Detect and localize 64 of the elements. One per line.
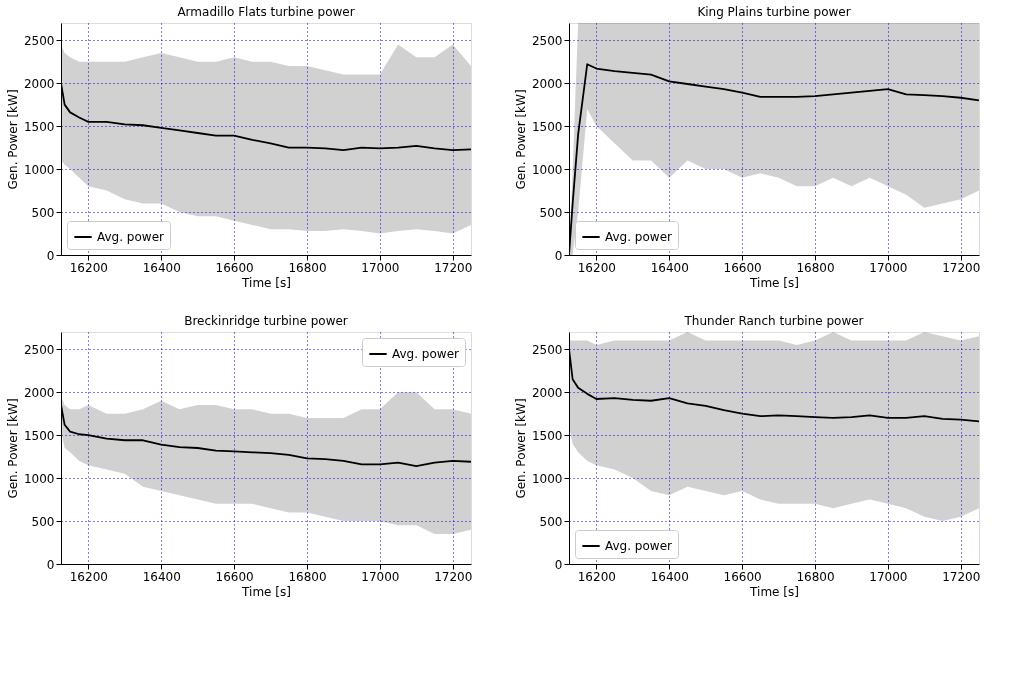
x-tick-label: 16800 (796, 569, 835, 584)
y-tick-label: 2500 (23, 33, 55, 48)
x-tick-label: 17000 (361, 260, 400, 275)
x-axis-title: Time [s] (241, 584, 291, 599)
x-tick-label: 16400 (142, 569, 181, 584)
legend-label: Avg. power (392, 347, 460, 361)
x-tick-label: 17000 (869, 569, 908, 584)
y-tick-label: 500 (31, 205, 55, 220)
x-tick-label: 17000 (869, 260, 908, 275)
x-axis-title: Time [s] (749, 275, 799, 290)
y-axis-title: Gen. Power [kW] (513, 89, 528, 190)
legend-label: Avg. power (605, 539, 673, 553)
y-tick-label: 2000 (531, 76, 563, 91)
y-axis-title: Gen. Power [kW] (513, 398, 528, 499)
y-tick-label: 2000 (23, 385, 55, 400)
y-tick-label: 1500 (531, 119, 563, 134)
y-tick-label: 500 (539, 514, 563, 529)
y-tick-label: 2500 (23, 342, 55, 357)
x-tick-label: 16800 (288, 260, 327, 275)
y-tick-label: 500 (31, 514, 55, 529)
y-tick-label: 0 (554, 248, 563, 263)
y-tick-label: 2000 (531, 385, 563, 400)
chart-title: Breckinridge turbine power (184, 314, 348, 328)
x-tick-label: 16400 (142, 260, 181, 275)
x-tick-label: 16600 (215, 569, 254, 584)
x-tick-label: 16600 (215, 260, 254, 275)
x-tick-label: 17200 (434, 260, 473, 275)
y-tick-label: 1500 (23, 428, 55, 443)
y-tick-label: 0 (554, 557, 563, 572)
x-tick-label: 16400 (650, 260, 689, 275)
x-tick-label: 16200 (69, 260, 108, 275)
x-tick-label: 16600 (723, 260, 762, 275)
y-tick-label: 0 (46, 557, 55, 572)
y-tick-label: 1000 (23, 471, 55, 486)
y-tick-label: 1000 (23, 162, 55, 177)
y-tick-label: 1500 (23, 119, 55, 134)
x-tick-label: 16200 (577, 569, 616, 584)
y-tick-label: 2500 (531, 342, 563, 357)
x-tick-label: 16400 (650, 569, 689, 584)
legend-label: Avg. power (97, 230, 165, 244)
x-tick-label: 17000 (361, 569, 400, 584)
x-tick-label: 17200 (942, 260, 981, 275)
y-tick-label: 1000 (531, 471, 563, 486)
chart-title: Thunder Ranch turbine power (683, 314, 864, 328)
y-tick-label: 0 (46, 248, 55, 263)
x-tick-label: 16200 (69, 569, 108, 584)
y-axis-title: Gen. Power [kW] (5, 89, 20, 190)
x-axis-title: Time [s] (241, 275, 291, 290)
chart-title: King Plains turbine power (697, 5, 851, 19)
x-axis-title: Time [s] (749, 584, 799, 599)
y-tick-label: 1500 (531, 428, 563, 443)
x-tick-label: 16600 (723, 569, 762, 584)
y-axis-title: Gen. Power [kW] (5, 398, 20, 499)
legend-label: Avg. power (605, 230, 673, 244)
x-tick-label: 16200 (577, 260, 616, 275)
x-tick-label: 17200 (942, 569, 981, 584)
y-tick-label: 500 (539, 205, 563, 220)
x-tick-label: 16800 (796, 260, 835, 275)
y-tick-label: 2000 (23, 76, 55, 91)
y-tick-label: 2500 (531, 33, 563, 48)
x-tick-label: 17200 (434, 569, 473, 584)
y-tick-label: 1000 (531, 162, 563, 177)
chart-title: Armadillo Flats turbine power (177, 5, 355, 19)
x-tick-label: 16800 (288, 569, 327, 584)
